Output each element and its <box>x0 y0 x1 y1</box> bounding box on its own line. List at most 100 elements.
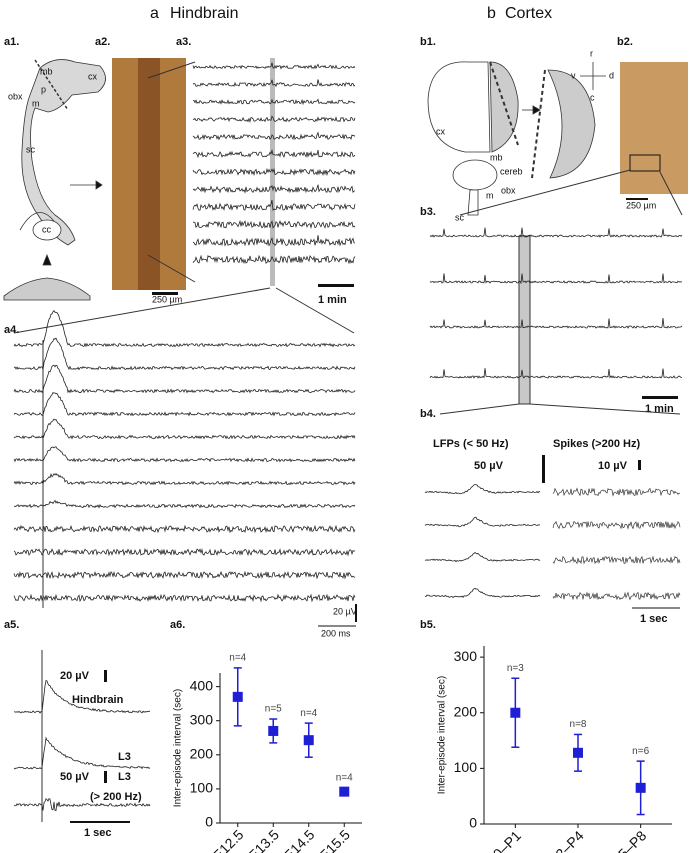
scale-bar <box>626 198 648 200</box>
trace <box>13 547 356 557</box>
a1-schematic <box>3 59 106 301</box>
annotation: n=4 <box>336 773 353 784</box>
annotation: n=6 <box>632 746 649 757</box>
trace <box>13 392 356 417</box>
x-tick-label: P2–P4 <box>546 827 587 853</box>
trace <box>192 62 356 70</box>
annotation: n=5 <box>265 704 282 715</box>
trace <box>429 227 683 238</box>
y-tick-label: 100 <box>190 780 214 796</box>
scale-label: 50 µV <box>474 460 504 472</box>
scale-bar <box>104 771 107 783</box>
header-letter: a <box>150 5 159 22</box>
point <box>268 725 279 736</box>
trace <box>552 520 681 530</box>
scale-label: 20 µV <box>333 606 357 616</box>
trace <box>552 591 681 601</box>
trace-label: LFPs (< 50 Hz) <box>433 438 509 450</box>
connector <box>439 403 520 415</box>
point <box>339 786 350 797</box>
x-tick-label: E15.5 <box>316 826 353 853</box>
x-tick-label: P5–P8 <box>608 827 649 853</box>
roi-box <box>629 154 661 172</box>
trace <box>13 446 356 463</box>
anatomy-label: p <box>41 84 46 94</box>
axis-label: c <box>590 92 595 102</box>
trace <box>13 679 151 714</box>
trace <box>192 131 356 141</box>
header-letter: b <box>487 5 496 22</box>
scale-label: 10 µV <box>598 460 628 472</box>
scale-label: 200 ms <box>321 628 351 638</box>
connector <box>13 287 271 334</box>
connector <box>147 254 196 283</box>
scale-label: 250 µm <box>152 294 182 304</box>
panel-label: a4. <box>4 324 19 336</box>
trace <box>424 516 541 528</box>
axis-label: d <box>609 70 614 80</box>
y-tick-label: 300 <box>454 648 478 664</box>
trace <box>192 235 356 247</box>
traces <box>13 62 683 811</box>
trace <box>424 551 541 563</box>
panel-label: b1. <box>420 36 436 48</box>
anatomy-label: sc <box>455 212 465 222</box>
anatomy-label: cereb <box>500 166 523 176</box>
scale-bar <box>152 292 178 295</box>
trace <box>552 555 681 565</box>
axis-label: r <box>590 48 593 58</box>
y-tick-label: 200 <box>190 746 214 762</box>
trace <box>13 337 356 371</box>
trace <box>13 364 356 394</box>
y-tick-label: 200 <box>454 703 478 719</box>
trace-label: (> 200 Hz) <box>90 791 142 803</box>
trace <box>192 254 356 265</box>
trace <box>424 483 541 495</box>
trace <box>192 115 356 124</box>
y-axis-label: Inter-episode interval (sec) <box>173 689 184 807</box>
trace <box>429 368 683 379</box>
trace <box>13 593 356 603</box>
panel-labels: a1. a2. a3. a4. a5. a6. b1. b2. b3. b4. … <box>4 36 633 631</box>
trace-label: Spikes (>200 Hz) <box>553 438 640 450</box>
connector <box>459 169 631 216</box>
anatomy-label: obx <box>8 91 23 101</box>
trace <box>13 798 151 811</box>
point <box>573 747 583 758</box>
anatomy-label: obx <box>501 185 516 195</box>
scale-label: 250 µm <box>626 200 656 210</box>
b1-schematic <box>427 61 606 216</box>
connector <box>275 287 355 334</box>
trace <box>13 499 356 509</box>
header-title: Cortex <box>505 5 552 22</box>
y-tick-label: 300 <box>190 711 214 727</box>
trace-label: Hindbrain <box>72 694 124 706</box>
point <box>303 735 314 746</box>
trace <box>192 184 356 194</box>
y-tick-label: 400 <box>190 677 214 693</box>
panel-label: a3. <box>176 36 191 48</box>
point <box>510 707 521 718</box>
trace <box>424 587 541 599</box>
trace <box>192 98 356 106</box>
trace <box>13 524 356 534</box>
scale-label: 1 sec <box>84 827 112 839</box>
trace <box>429 273 683 285</box>
photo-tissue <box>138 58 160 290</box>
trace-label: 20 µV <box>60 670 90 682</box>
panel-label: a1. <box>4 36 19 48</box>
anatomy-label: m <box>486 190 494 200</box>
trace-label: L3 <box>118 751 131 763</box>
anatomy-label: cc <box>42 224 52 234</box>
y-tick-label: 0 <box>205 814 213 830</box>
scale-bar <box>104 670 107 682</box>
y-tick-label: 0 <box>469 815 477 831</box>
anatomy-label: mb <box>40 66 53 76</box>
x-tick-label: P0–P1 <box>483 827 524 853</box>
anatomy-label: sc <box>26 144 36 154</box>
panel-label: b5. <box>420 619 436 631</box>
panel-label: a6. <box>170 619 185 631</box>
trace <box>13 570 356 580</box>
